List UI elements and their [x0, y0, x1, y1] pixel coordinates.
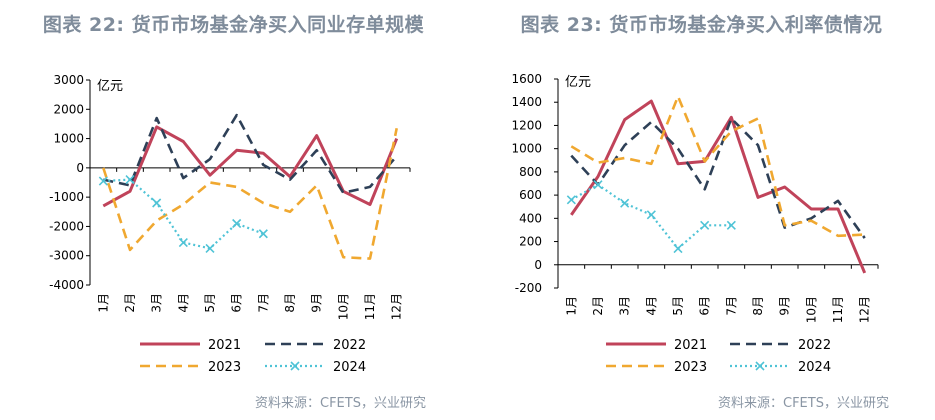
x-tick-label: 11月 — [831, 296, 845, 323]
data-point-2024 — [152, 198, 162, 208]
legend-item-2021: 2021 — [606, 338, 707, 353]
series-line-2023 — [570, 95, 865, 238]
chart-title: 图表 22: 货币市场基金净买入同业存单规模 — [42, 14, 425, 36]
x-tick-label: 12月 — [390, 293, 404, 320]
data-point-2024 — [646, 210, 656, 220]
x-tick-label: 1月 — [564, 296, 578, 316]
x-tick-label: 5月 — [671, 296, 685, 316]
y-tick-label: -2000 — [49, 219, 84, 233]
x-tick-label: 7月 — [256, 293, 270, 313]
y-tick-label: 0 — [76, 161, 84, 175]
x-tick-label: 11月 — [363, 293, 377, 320]
series-line-2022 — [570, 117, 866, 239]
data-point-2024 — [566, 195, 576, 205]
y-tick-label: 1600 — [511, 72, 542, 86]
data-point-2024 — [232, 218, 242, 229]
x-tick-label: 9月 — [778, 296, 792, 316]
legend-label: 2022 — [333, 338, 366, 353]
legend-label: 2023 — [208, 360, 241, 375]
series-line-2021 — [102, 125, 399, 208]
y-tick-label: 1200 — [511, 118, 542, 132]
y-tick-label: 800 — [519, 165, 542, 179]
y-tick-label: -1000 — [49, 190, 84, 204]
series-line-2022 — [103, 113, 398, 195]
data-point-2024 — [620, 198, 630, 208]
legend-label: 2024 — [333, 360, 366, 375]
x-tick-label: 12月 — [858, 296, 872, 323]
chart-ncd: 3000 2000 1000 0 -1000 -2000 -3000 -4000 1月 2月 3月 4… — [49, 73, 411, 375]
chart-panel-ncd: 图表 22: 货币市场基金净买入同业存单规模 3000 2000 1000 0 -100… — [0, 0, 467, 420]
series-line-2024 — [570, 183, 732, 250]
data-point-2024 — [98, 176, 108, 186]
y-tick-label: 3000 — [53, 73, 84, 87]
x-tick-label: 1月 — [96, 293, 110, 313]
chart-title: 图表 23: 货币市场基金净买入利率债情况 — [520, 14, 883, 36]
y-tick-label: 2000 — [53, 102, 84, 116]
legend-item-2023: 2023 — [606, 360, 707, 375]
x-tick-label: 2月 — [123, 293, 137, 313]
x-tick-label: 8月 — [283, 293, 297, 313]
y-tick-label: -200 — [515, 281, 542, 295]
data-point-2024 — [673, 243, 683, 254]
x-tick-label: 10月 — [336, 293, 350, 320]
x-tick-label: 4月 — [176, 293, 190, 313]
x-tick-label: 4月 — [644, 296, 658, 316]
data-point-2024 — [258, 229, 268, 239]
y-tick-label: 400 — [519, 211, 542, 225]
legend-item-2024: 2024 — [265, 360, 366, 375]
series-line-2024 — [103, 178, 264, 250]
legend-label: 2024 — [798, 360, 831, 375]
x-tick-label: 6月 — [230, 293, 244, 313]
data-point-2024 — [125, 175, 135, 185]
data-point-2024 — [205, 243, 215, 253]
chart-rate-bonds: 1600 1400 1200 1000 800 600 400 200 0 -200 1月 2月 3月 4… — [511, 72, 879, 375]
legend-label: 2023 — [674, 360, 707, 375]
y-tick-label: 200 — [519, 235, 542, 249]
legend-label: 2022 — [798, 338, 831, 353]
legend-item-2023: 2023 — [140, 360, 241, 375]
x-tick-label: 6月 — [698, 296, 712, 316]
x-tick-label: 8月 — [751, 296, 765, 316]
unit-label: 亿元 — [565, 75, 591, 90]
y-tick-label: -4000 — [49, 278, 84, 292]
unit-label: 亿元 — [97, 79, 123, 94]
legend-item-2022: 2022 — [730, 338, 831, 353]
legend-item-2021: 2021 — [140, 338, 241, 353]
series-line-2021 — [570, 99, 867, 274]
data-point-2024 — [593, 180, 603, 190]
y-tick-label: -3000 — [49, 249, 84, 263]
x-tick-label: 3月 — [150, 293, 164, 313]
y-tick-label: 600 — [519, 188, 542, 202]
x-tick-label: 3月 — [618, 296, 632, 316]
y-tick-label: 1000 — [53, 132, 84, 146]
data-point-2024 — [178, 237, 188, 248]
x-tick-label: 9月 — [310, 293, 324, 313]
series-line-2023 — [102, 128, 398, 260]
x-tick-label: 5月 — [203, 293, 217, 313]
x-tick-label: 2月 — [591, 296, 605, 316]
data-point-2024 — [726, 220, 736, 230]
y-tick-label: 0 — [534, 258, 542, 272]
source-note: 资料来源：CFETS，兴业研究 — [255, 396, 426, 411]
source-note: 资料来源：CFETS，兴业研究 — [718, 396, 889, 411]
x-tick-label: 10月 — [804, 296, 818, 323]
chart-panel-rate-bonds: 图表 23: 货币市场基金净买入利率债情况 1600 1400 1200 1000 80… — [468, 0, 935, 420]
legend-item-2022: 2022 — [265, 338, 366, 353]
legend-label: 2021 — [674, 338, 707, 353]
legend-item-2024: 2024 — [730, 360, 831, 375]
y-tick-label: 1400 — [511, 95, 542, 109]
data-point-2024 — [700, 220, 710, 230]
y-tick-label: 1000 — [511, 142, 542, 156]
x-tick-label: 7月 — [724, 296, 738, 316]
legend-label: 2021 — [208, 338, 241, 353]
